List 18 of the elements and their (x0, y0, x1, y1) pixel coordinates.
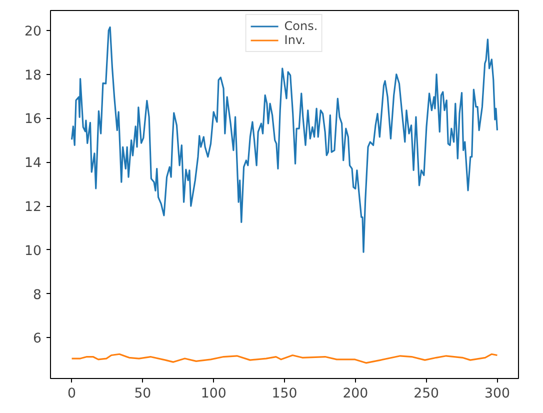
legend-label: Cons. (284, 19, 318, 33)
y-tick-label: 20 (24, 24, 42, 40)
x-tick-label: 250 (414, 386, 440, 402)
x-tick-label: 150 (272, 386, 298, 402)
x-tick-label: 50 (134, 386, 152, 402)
x-tick-label: 0 (68, 386, 76, 402)
line-series (70, 353, 498, 364)
y-tick-label: 6 (33, 332, 42, 347)
y-tick-label: 12 (24, 200, 42, 216)
x-tick-label: 300 (484, 386, 510, 402)
x-tick-label: 100 (200, 386, 226, 402)
y-tick-label: 10 (24, 244, 42, 259)
x-tick-label: 200 (342, 386, 368, 402)
y-tick-label: 18 (24, 68, 42, 84)
legend-label: Inv. (284, 33, 306, 47)
y-tick-label: 8 (33, 288, 42, 303)
y-tick-label: 16 (24, 112, 42, 128)
y-tick-label: 14 (24, 156, 42, 172)
